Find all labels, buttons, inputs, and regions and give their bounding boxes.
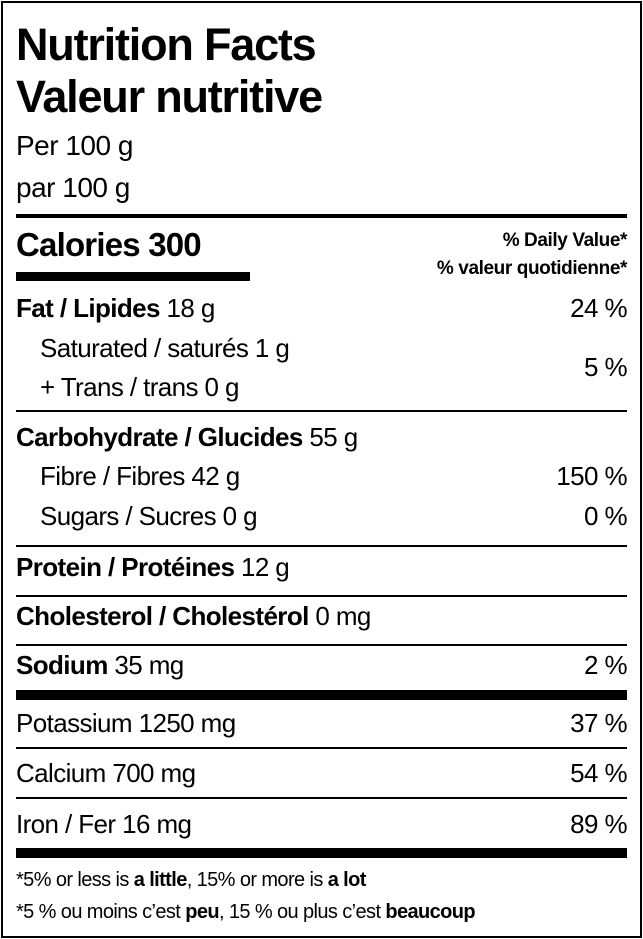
fibre-label: Fibre / Fibres 42 g <box>40 461 240 491</box>
footnote-fr: *5 % ou moins c’est peu, 15 % ou plus c’… <box>16 902 627 922</box>
row-sodium: Sodium 35 mg 2 % <box>16 650 628 680</box>
calories-value: 300 <box>148 226 201 263</box>
row-carbohydrate: Carbohydrate / Glucides 55 g <box>16 424 627 450</box>
calcium-label: Calcium 700 mg <box>16 758 196 788</box>
footnote-text: *5 % ou moins c’est <box>16 901 186 923</box>
footnote-bold: beaucoup <box>385 901 476 923</box>
row-potassium: Potassium 1250 mg 37 % <box>16 708 628 738</box>
title-fr: Valeur nutritive <box>16 71 323 122</box>
footnote-bold: a lot <box>327 869 367 891</box>
divider-thick <box>16 690 627 700</box>
fat-amount: 18 g <box>166 293 216 323</box>
sugars-dv: 0 % <box>583 501 628 531</box>
divider <box>16 214 627 218</box>
iron-dv: 89 % <box>570 809 627 839</box>
row-protein: Protein / Protéines 12 g <box>16 554 627 580</box>
divider <box>16 747 627 749</box>
iron-label: Iron / Fer 16 mg <box>16 809 192 839</box>
sat-trans-dv: 5 % <box>583 352 628 382</box>
row-trans: + Trans / trans 0 g <box>16 374 627 400</box>
row-sugars: Sugars / Sucres 0 g 0 % <box>16 501 628 531</box>
potassium-label: Potassium 1250 mg <box>16 708 236 738</box>
serving-en: Per 100 g <box>16 130 133 161</box>
calories-bar <box>16 272 250 281</box>
footnote-bold: peu <box>185 901 219 923</box>
cholesterol-amount: 0 mg <box>315 601 371 631</box>
carb-label: Carbohydrate / Glucides <box>16 422 303 452</box>
daily-value-fr: % valeur quotidienne* <box>436 258 627 279</box>
protein-label: Protein / Protéines <box>16 552 235 582</box>
divider-thick <box>16 848 627 858</box>
footnote-bold: a little <box>133 869 188 891</box>
fat-dv: 24 % <box>570 293 627 323</box>
title-en: Nutrition Facts <box>16 19 317 70</box>
row-iron: Iron / Fer 16 mg 89 % <box>16 809 628 839</box>
daily-value-en: % Daily Value* <box>502 230 628 251</box>
trans-label: + Trans / trans 0 g <box>40 372 239 402</box>
sodium-dv: 2 % <box>583 650 628 680</box>
row-cholesterol: Cholesterol / Cholestérol 0 mg <box>16 603 627 629</box>
cholesterol-label: Cholesterol / Cholestérol <box>16 601 309 631</box>
sugars-label: Sugars / Sucres 0 g <box>40 501 258 531</box>
serving-fr: par 100 g <box>16 172 130 203</box>
potassium-dv: 37 % <box>570 708 627 738</box>
row-saturated: Saturated / saturés 1 g <box>16 335 627 361</box>
footnote-text: , 15% or more is <box>186 869 328 891</box>
sodium-label: Sodium <box>16 650 108 680</box>
calories: Calories 300 <box>16 228 627 261</box>
divider <box>16 644 627 646</box>
row-fibre: Fibre / Fibres 42 g 150 % <box>16 461 628 491</box>
footnote-text: , 15 % ou plus c’est <box>218 901 386 923</box>
fibre-dv: 150 % <box>556 461 627 491</box>
sodium-amount: 35 mg <box>114 650 184 680</box>
sat-trans-dv-row: 5 % <box>16 352 628 382</box>
calories-label: Calories <box>16 226 141 263</box>
divider <box>16 595 627 597</box>
protein-amount: 12 g <box>240 552 290 582</box>
calcium-dv: 54 % <box>570 758 627 788</box>
row-calcium: Calcium 700 mg 54 % <box>16 758 628 788</box>
row-fat: Fat / Lipides 18 g 24 % <box>16 293 628 323</box>
divider <box>16 410 627 412</box>
divider <box>16 545 627 547</box>
saturated-label: Saturated / saturés 1 g <box>40 333 290 363</box>
divider <box>16 797 627 799</box>
carb-amount: 55 g <box>309 422 358 452</box>
footnote-text: *5% or less is <box>16 869 134 891</box>
fat-label: Fat / Lipides <box>16 293 160 323</box>
footnote-en: *5% or less is a little, 15% or more is … <box>16 870 627 890</box>
